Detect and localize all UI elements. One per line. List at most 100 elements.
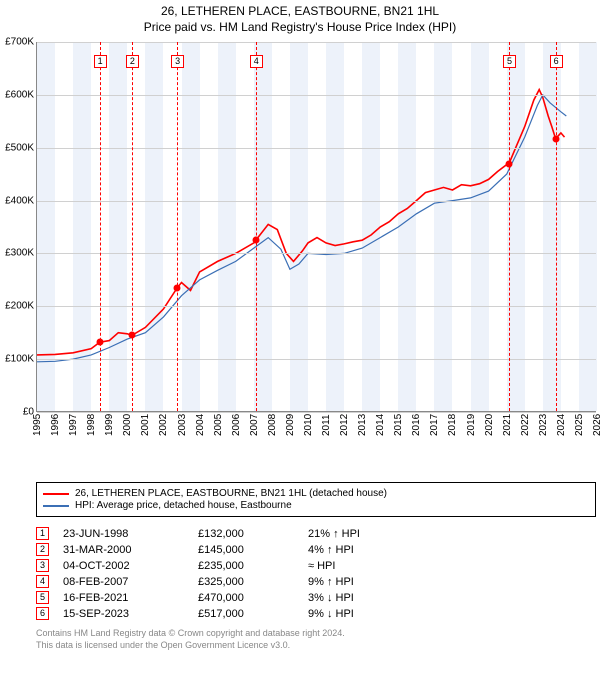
gridline (37, 253, 596, 254)
legend-label: HPI: Average price, detached house, East… (75, 500, 292, 511)
x-tick-label: 2025 (574, 414, 585, 436)
x-tick-label: 2003 (177, 414, 188, 436)
sales-row-date: 04-OCT-2002 (63, 560, 198, 572)
sale-vline (177, 42, 178, 411)
sale-vline (100, 42, 101, 411)
x-tick-label: 2005 (213, 414, 224, 436)
sales-row-marker: 3 (36, 559, 49, 572)
legend: 26, LETHEREN PLACE, EASTBOURNE, BN21 1HL… (36, 482, 596, 517)
sale-dot (96, 339, 103, 346)
sale-marker-box: 4 (250, 55, 263, 68)
legend-label: 26, LETHEREN PLACE, EASTBOURNE, BN21 1HL… (75, 488, 387, 499)
sale-vline (256, 42, 257, 411)
sale-dot (128, 332, 135, 339)
sales-row-delta: ≈ HPI (308, 560, 428, 572)
gridline (37, 306, 596, 307)
x-tick-label: 2007 (249, 414, 260, 436)
series-property (37, 90, 565, 355)
sales-table-row: 615-SEP-2023£517,0009% ↓ HPI (36, 607, 596, 620)
x-tick-label: 2020 (484, 414, 495, 436)
sales-table: 123-JUN-1998£132,00021% ↑ HPI231-MAR-200… (36, 527, 596, 620)
y-tick-label: £600K (5, 89, 34, 100)
sale-marker-box: 5 (503, 55, 516, 68)
sale-marker-box: 6 (550, 55, 563, 68)
legend-row: 26, LETHEREN PLACE, EASTBOURNE, BN21 1HL… (43, 488, 589, 499)
sales-row-date: 08-FEB-2007 (63, 576, 198, 588)
title-address: 26, LETHEREN PLACE, EASTBOURNE, BN21 1HL (0, 4, 600, 18)
x-tick-label: 2009 (285, 414, 296, 436)
x-tick-label: 2004 (195, 414, 206, 436)
sale-marker-box: 1 (94, 55, 107, 68)
series-hpi (37, 95, 566, 362)
gridline (37, 148, 596, 149)
title-block: 26, LETHEREN PLACE, EASTBOURNE, BN21 1HL… (0, 0, 600, 36)
x-tick-label: 2019 (466, 414, 477, 436)
footer-line-1: Contains HM Land Registry data © Crown c… (36, 628, 600, 640)
sales-row-date: 16-FEB-2021 (63, 592, 198, 604)
x-tick-label: 2002 (158, 414, 169, 436)
legend-swatch (43, 493, 69, 495)
x-tick-label: 2006 (231, 414, 242, 436)
x-tick-label: 1996 (50, 414, 61, 436)
x-tick-label: 2011 (321, 414, 332, 436)
chart-area: £0£100K£200K£300K£400K£500K£600K£700K 12… (36, 42, 596, 442)
sales-row-delta: 21% ↑ HPI (308, 528, 428, 540)
x-tick-label: 1997 (68, 414, 79, 436)
x-tick-label: 2026 (592, 414, 600, 436)
x-axis: 1995199619971998199920002001200220032004… (36, 412, 596, 442)
x-tick-label: 1999 (104, 414, 115, 436)
gridline (37, 95, 596, 96)
x-tick-label: 2013 (357, 414, 368, 436)
x-tick-label: 2000 (122, 414, 133, 436)
sales-row-price: £235,000 (198, 560, 308, 572)
legend-swatch (43, 505, 69, 507)
y-tick-label: £300K (5, 248, 34, 259)
sales-row-marker: 1 (36, 527, 49, 540)
sales-row-date: 23-JUN-1998 (63, 528, 198, 540)
sale-vline (132, 42, 133, 411)
y-tick-label: £200K (5, 301, 34, 312)
sales-row-price: £145,000 (198, 544, 308, 556)
plot-area: 123456 (36, 42, 596, 412)
gridline (37, 201, 596, 202)
sales-row-delta: 9% ↑ HPI (308, 576, 428, 588)
sales-row-date: 31-MAR-2000 (63, 544, 198, 556)
sales-row-marker: 4 (36, 575, 49, 588)
footer-attribution: Contains HM Land Registry data © Crown c… (36, 628, 600, 651)
sale-dot (174, 284, 181, 291)
sale-dot (552, 135, 559, 142)
x-tick-label: 2017 (429, 414, 440, 436)
x-tick-label: 2023 (538, 414, 549, 436)
x-tick-label: 2016 (411, 414, 422, 436)
x-tick-label: 2015 (393, 414, 404, 436)
y-axis: £0£100K£200K£300K£400K£500K£600K£700K (0, 42, 36, 442)
sales-row-delta: 3% ↓ HPI (308, 592, 428, 604)
sales-table-row: 4 08-FEB-2007£325,0009% ↑ HPI (36, 575, 596, 588)
sale-vline (509, 42, 510, 411)
sale-marker-box: 2 (126, 55, 139, 68)
gridline (37, 359, 596, 360)
footer-line-2: This data is licensed under the Open Gov… (36, 640, 600, 652)
x-tick-label: 2022 (520, 414, 531, 436)
line-series-svg (37, 42, 597, 412)
x-tick-label: 2021 (502, 414, 513, 436)
legend-row: HPI: Average price, detached house, East… (43, 500, 589, 511)
title-subtitle: Price paid vs. HM Land Registry's House … (0, 20, 600, 34)
y-tick-label: £400K (5, 195, 34, 206)
sales-table-row: 231-MAR-2000£145,0004% ↑ HPI (36, 543, 596, 556)
sales-table-row: 3 04-OCT-2002£235,000≈ HPI (36, 559, 596, 572)
chart-container: 26, LETHEREN PLACE, EASTBOURNE, BN21 1HL… (0, 0, 600, 680)
x-tick-label: 2012 (339, 414, 350, 436)
x-tick-label: 2010 (303, 414, 314, 436)
sale-dot (252, 237, 259, 244)
y-tick-label: £100K (5, 354, 34, 365)
sales-row-delta: 4% ↑ HPI (308, 544, 428, 556)
sale-vline (556, 42, 557, 411)
sales-row-price: £517,000 (198, 608, 308, 620)
sales-row-price: £470,000 (198, 592, 308, 604)
x-tick-label: 1998 (86, 414, 97, 436)
x-tick-label: 2018 (447, 414, 458, 436)
sales-row-delta: 9% ↓ HPI (308, 608, 428, 620)
sales-row-marker: 6 (36, 607, 49, 620)
sales-row-price: £325,000 (198, 576, 308, 588)
